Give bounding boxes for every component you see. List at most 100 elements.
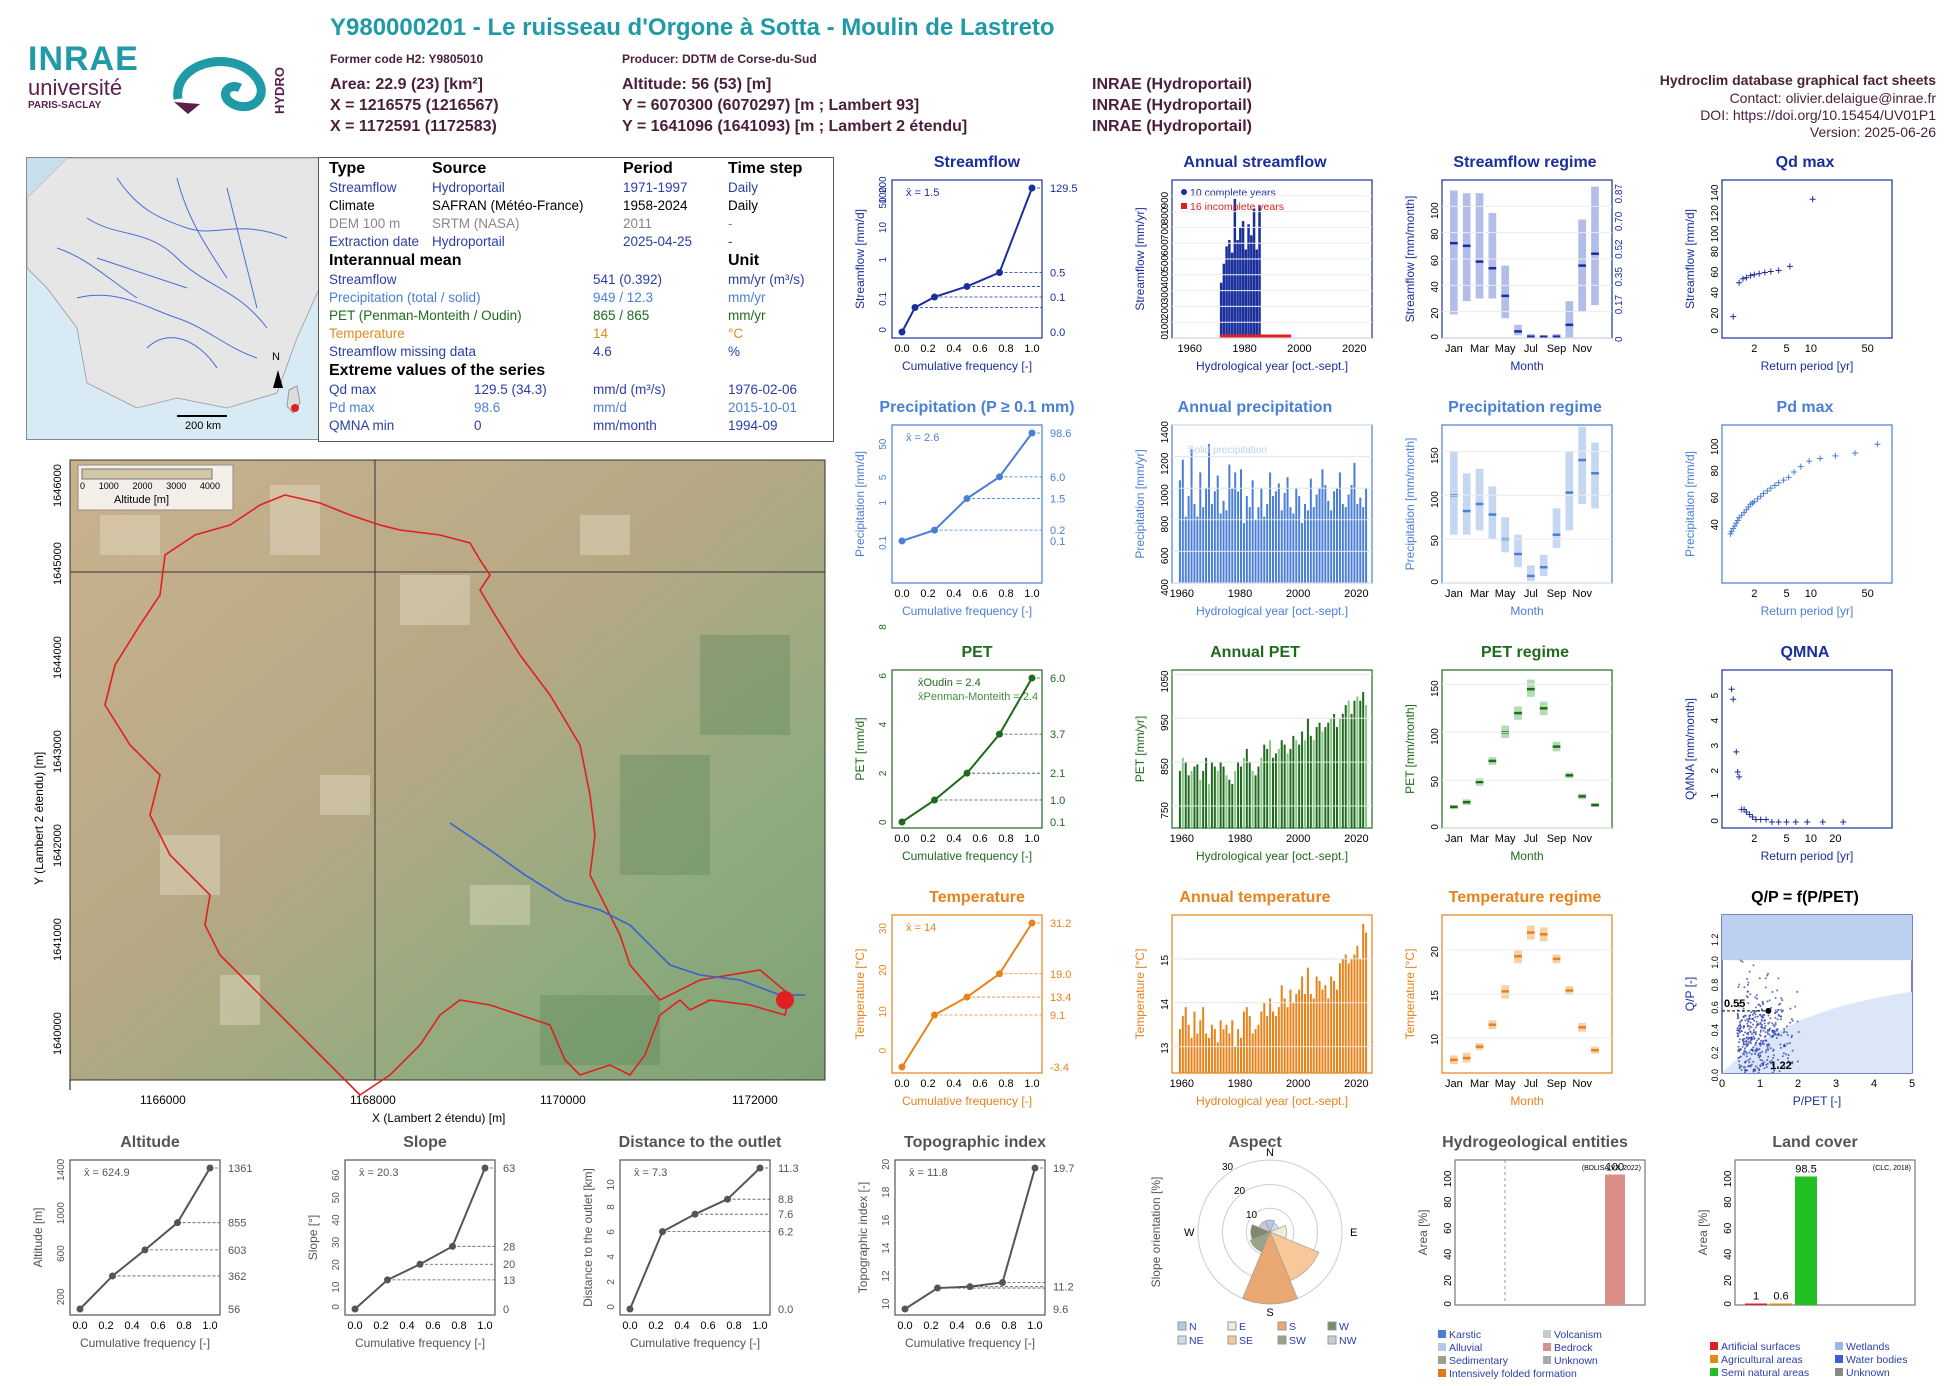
- mean-label: x̄ = 624.9: [84, 1167, 130, 1179]
- left-tick-label: 4: [606, 1254, 617, 1260]
- legend-tick: 1000: [98, 481, 119, 491]
- quantile-point: [963, 769, 971, 777]
- x-tick-label: 0.2: [648, 1320, 663, 1332]
- quantile-point: [931, 796, 938, 804]
- quantile-point: [1031, 1164, 1039, 1172]
- annual-bar: [1242, 1011, 1245, 1073]
- y-tick-label: 10: [1430, 1033, 1441, 1045]
- annual-bar: [1318, 722, 1321, 828]
- hydro-swirl-icon: [173, 57, 266, 114]
- x-tick-label: 0.0: [894, 343, 909, 355]
- annual-bar: [1315, 727, 1318, 828]
- legend-label: Karstic: [1449, 1329, 1481, 1341]
- quantile-point: [109, 1272, 116, 1280]
- annual-bar: [1277, 483, 1280, 583]
- legend-label: W: [1339, 1321, 1349, 1333]
- x-tick-label: 0.2: [920, 833, 935, 845]
- x-tick-label: 0.8: [998, 343, 1013, 355]
- return-point: [1792, 819, 1799, 825]
- left-tick-label: 200: [878, 176, 889, 193]
- annual-bar: [1250, 235, 1253, 338]
- x-tick-label: 0.6: [972, 1078, 987, 1090]
- y-tick-label: 0.4: [1710, 1024, 1720, 1037]
- mean-unit: °C: [728, 326, 744, 341]
- qp-point: [1750, 1053, 1753, 1056]
- qp-point: [1766, 1030, 1769, 1033]
- y-tick-label: 700: [1160, 223, 1171, 240]
- qp-point: [1747, 1002, 1750, 1005]
- x-tick-label: 0.4: [946, 343, 961, 355]
- chart-title: Annual precipitation: [1177, 399, 1333, 416]
- annual-bar: [1247, 224, 1250, 338]
- regime-box: [1488, 486, 1497, 540]
- legend-label: Unknown: [1846, 1367, 1890, 1379]
- chart-panel-pet_regime: PET regime Jan Mar May Jul Sep Nov 0 50 100 150 Mon…: [1400, 644, 1650, 868]
- y-tick-label: 150: [1430, 680, 1441, 697]
- qp-point: [1749, 1042, 1752, 1045]
- x-axis-label: Cumulative frequency [-]: [355, 1336, 485, 1350]
- annual-bar: [1344, 705, 1347, 828]
- right-tick-label: 129.5: [1050, 183, 1078, 195]
- quantile-point: [659, 1228, 666, 1236]
- extreme-header: Extreme values of the series: [329, 362, 825, 382]
- y-tick-label: 300: [1160, 286, 1171, 303]
- y-tick-label: 60: [1710, 266, 1721, 278]
- return-point: [1791, 469, 1798, 476]
- y-tick-label: 1050: [1160, 670, 1171, 693]
- x-tick-label: Sep: [1547, 588, 1567, 600]
- extreme-title: Extreme values of the series: [329, 362, 546, 379]
- annual-bar: [1242, 757, 1245, 828]
- annual-bar: [1234, 472, 1237, 583]
- qp-point: [1752, 1035, 1755, 1038]
- chart-panel-aspect: Aspect N E S W 10 20 30 Slope orientation [%] N NE…: [1130, 1134, 1380, 1370]
- x-axis-label: Hydrological year [oct.-sept.]: [1196, 359, 1348, 373]
- x-tick-label: 0.4: [124, 1320, 139, 1332]
- annual-bar: [1301, 522, 1304, 583]
- annual-bar: [1228, 779, 1231, 828]
- version: Version: 2025-06-26: [1809, 124, 1936, 140]
- annual-bar: [1255, 249, 1259, 338]
- map-ytick: 1644000: [52, 636, 64, 679]
- extreme-row-qmna: QMNA min 0 mm/month 1994-09: [329, 418, 825, 436]
- y-tick-label: 60: [1443, 1222, 1454, 1234]
- qp-point: [1770, 1006, 1773, 1009]
- y-tick-label: 800: [1160, 515, 1171, 532]
- y-tick-label: 400: [1160, 270, 1171, 287]
- return-point: [1840, 819, 1847, 825]
- legend-swatch: [1227, 1335, 1237, 1345]
- x-tick-label: 0.2: [920, 588, 935, 600]
- plot-frame: [344, 1159, 496, 1316]
- regime-box: [1475, 193, 1484, 299]
- quantile-point: [966, 1283, 974, 1291]
- x-axis-label: Return period [yr]: [1761, 604, 1854, 618]
- mean-label: x̄ = 2.6: [906, 432, 939, 444]
- x-tick-label: 1.0: [202, 1320, 217, 1332]
- qp-point: [1787, 1057, 1790, 1060]
- x-tick-label: 1.0: [1024, 1078, 1039, 1090]
- qp-point: [1774, 1021, 1777, 1024]
- y-axis-label: Area [%]: [1416, 1209, 1430, 1255]
- scale-bar-label: 200 km: [185, 420, 222, 432]
- qp-point: [1740, 1030, 1743, 1033]
- qp-point: [1745, 1052, 1748, 1055]
- annual-bar: [1295, 488, 1298, 583]
- legend-swatch: [1835, 1355, 1843, 1363]
- info-source: Hydroportail: [432, 180, 505, 195]
- annual-bar: [1301, 976, 1304, 1073]
- x-tick-label: 0.8: [1001, 1320, 1016, 1332]
- qp-point: [1787, 1060, 1790, 1063]
- legend-label: Sedimentary: [1449, 1355, 1509, 1367]
- qp-point: [1773, 1032, 1776, 1035]
- annual-bar: [1230, 252, 1234, 338]
- annual-bar: [1240, 766, 1242, 828]
- qp-point: [1781, 999, 1784, 1002]
- legend-label: E: [1239, 1321, 1246, 1333]
- y-axis-label: PET [mm/yr]: [1133, 716, 1147, 782]
- legend-label: NW: [1339, 1335, 1357, 1347]
- y-tick-label: 0: [1160, 334, 1171, 340]
- chart-panel-precip_fdc: Precipitation (P ≥ 0.1 mm) 0.0 0.2 0.4 0.6 0.…: [852, 399, 1102, 623]
- qp-point: [1741, 960, 1744, 963]
- quantile-point: [756, 1164, 764, 1172]
- qp-point: [1751, 1048, 1754, 1051]
- left-tick-label: 6: [878, 673, 889, 679]
